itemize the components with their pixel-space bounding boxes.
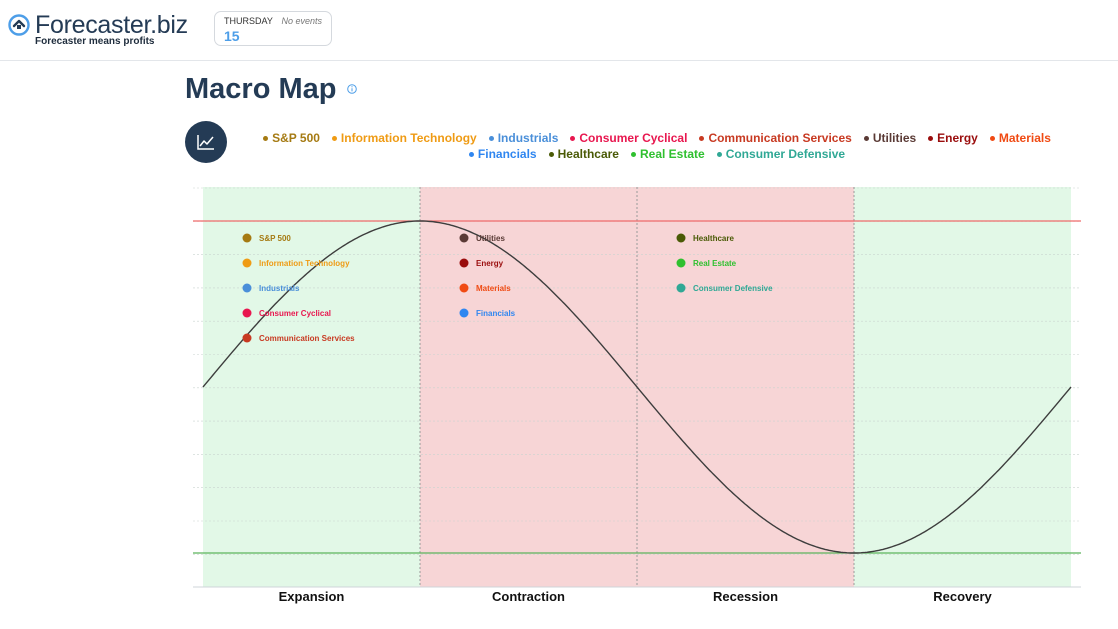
sector-point-sandp-500[interactable]: [242, 233, 252, 243]
legend-dot: [699, 135, 705, 141]
sector-point-information-technology[interactable]: [242, 258, 252, 268]
legend-label: Healthcare: [557, 147, 619, 161]
brand-tagline: Forecaster means profits: [35, 36, 155, 47]
phase-bg-contraction: [420, 187, 637, 587]
sector-point-materials[interactable]: [459, 283, 469, 293]
legend-label: Industrials: [497, 131, 559, 145]
legend-item-consumer-cyclical[interactable]: Consumer Cyclical: [570, 131, 687, 145]
brand-name: Forecaster.biz: [35, 11, 188, 39]
cycle-curve: [202, 220, 1072, 554]
legend-item-utilities[interactable]: Utilities: [863, 131, 917, 145]
events-calendar-widget[interactable]: THURSDAY No events 15: [214, 11, 332, 46]
sector-point-consumer-defensive[interactable]: [676, 283, 686, 293]
sector-label-consumer-cyclical: Consumer Cyclical: [259, 309, 331, 318]
legend-label: Utilities: [872, 131, 917, 145]
phase-bg-recovery: [854, 187, 1071, 587]
sector-label-materials: Materials: [476, 284, 511, 293]
sector-point-energy[interactable]: [459, 258, 469, 268]
legend-dot: [630, 151, 636, 157]
legend-label: Energy: [937, 131, 978, 145]
legend-item-real-estate[interactable]: Real Estate: [630, 147, 705, 161]
sector-label-utilities: Utilities: [476, 234, 505, 243]
legend-item-sandp-500[interactable]: S&P 500: [263, 131, 320, 145]
page-title: Macro Map: [185, 73, 337, 105]
sector-point-industrials[interactable]: [242, 283, 252, 293]
events-status: No events: [281, 16, 322, 26]
sector-label-financials: Financials: [476, 309, 516, 318]
phase-label-contraction: Contraction: [492, 589, 565, 604]
legend-item-consumer-defensive[interactable]: Consumer Defensive: [716, 147, 846, 161]
legend-dot: [928, 135, 934, 141]
phase-label-recovery: Recovery: [933, 589, 992, 604]
legend-label: Consumer Cyclical: [579, 131, 688, 145]
chart-view-button[interactable]: [185, 121, 227, 163]
sector-point-consumer-cyclical[interactable]: [242, 308, 252, 318]
legend-dot: [863, 135, 869, 141]
legend-label: Materials: [998, 131, 1051, 145]
legend-item-industrials[interactable]: Industrials: [488, 131, 559, 145]
sector-point-financials[interactable]: [459, 308, 469, 318]
legend-item-financials[interactable]: Financials: [468, 147, 537, 161]
legend-label: Financials: [477, 147, 537, 161]
sector-label-sandp-500: S&P 500: [259, 234, 291, 243]
legend-label: Consumer Defensive: [725, 147, 846, 161]
chart-legend: S&P 500 Information Technology Industrials…: [236, 131, 1078, 161]
sector-point-real-estate[interactable]: [676, 258, 686, 268]
legend-item-communication-services[interactable]: Communication Services: [699, 131, 852, 145]
legend-dot: [331, 135, 337, 141]
sector-label-communication-services: Communication Services: [259, 334, 355, 343]
legend-label: Real Estate: [639, 147, 705, 161]
sector-label-consumer-defensive: Consumer Defensive: [693, 284, 773, 293]
legend-dot: [716, 151, 722, 157]
legend-dot: [570, 135, 576, 141]
legend-label: S&P 500: [272, 131, 320, 145]
phase-bg-recession: [637, 187, 854, 587]
brand-logo[interactable]: Forecaster.biz Forecaster means profits: [8, 11, 208, 48]
legend-item-information-technology[interactable]: Information Technology: [331, 131, 477, 145]
phase-label-recession: Recession: [712, 589, 779, 604]
sector-point-utilities[interactable]: [459, 233, 469, 243]
legend-item-materials[interactable]: Materials: [989, 131, 1051, 145]
legend-dot: [263, 135, 269, 141]
legend-dot: [548, 151, 554, 157]
sector-label-information-technology: Information Technology: [259, 259, 350, 268]
legend-label: Communication Services: [708, 131, 852, 145]
sector-point-healthcare[interactable]: [676, 233, 686, 243]
day-number: 15: [224, 28, 240, 44]
sector-label-industrials: Industrials: [259, 284, 300, 293]
forecaster-logo-icon: [8, 14, 30, 36]
legend-dot: [488, 135, 494, 141]
legend-dot: [468, 151, 474, 157]
legend-label: Information Technology: [340, 131, 477, 145]
top-bar: Forecaster.biz Forecaster means profits …: [0, 0, 1118, 61]
info-circle-icon[interactable]: [347, 84, 357, 94]
sector-point-communication-services[interactable]: [242, 333, 252, 343]
sector-label-real-estate: Real Estate: [693, 259, 737, 268]
line-chart-icon: [197, 135, 214, 150]
legend-item-energy[interactable]: Energy: [928, 131, 978, 145]
sector-label-healthcare: Healthcare: [693, 234, 734, 243]
legend-dot: [989, 135, 995, 141]
phase-bg-expansion: [203, 187, 420, 587]
legend-item-healthcare[interactable]: Healthcare: [548, 147, 619, 161]
phase-label-expansion: Expansion: [278, 589, 345, 604]
day-name: THURSDAY: [224, 16, 273, 26]
sector-label-energy: Energy: [476, 259, 504, 268]
